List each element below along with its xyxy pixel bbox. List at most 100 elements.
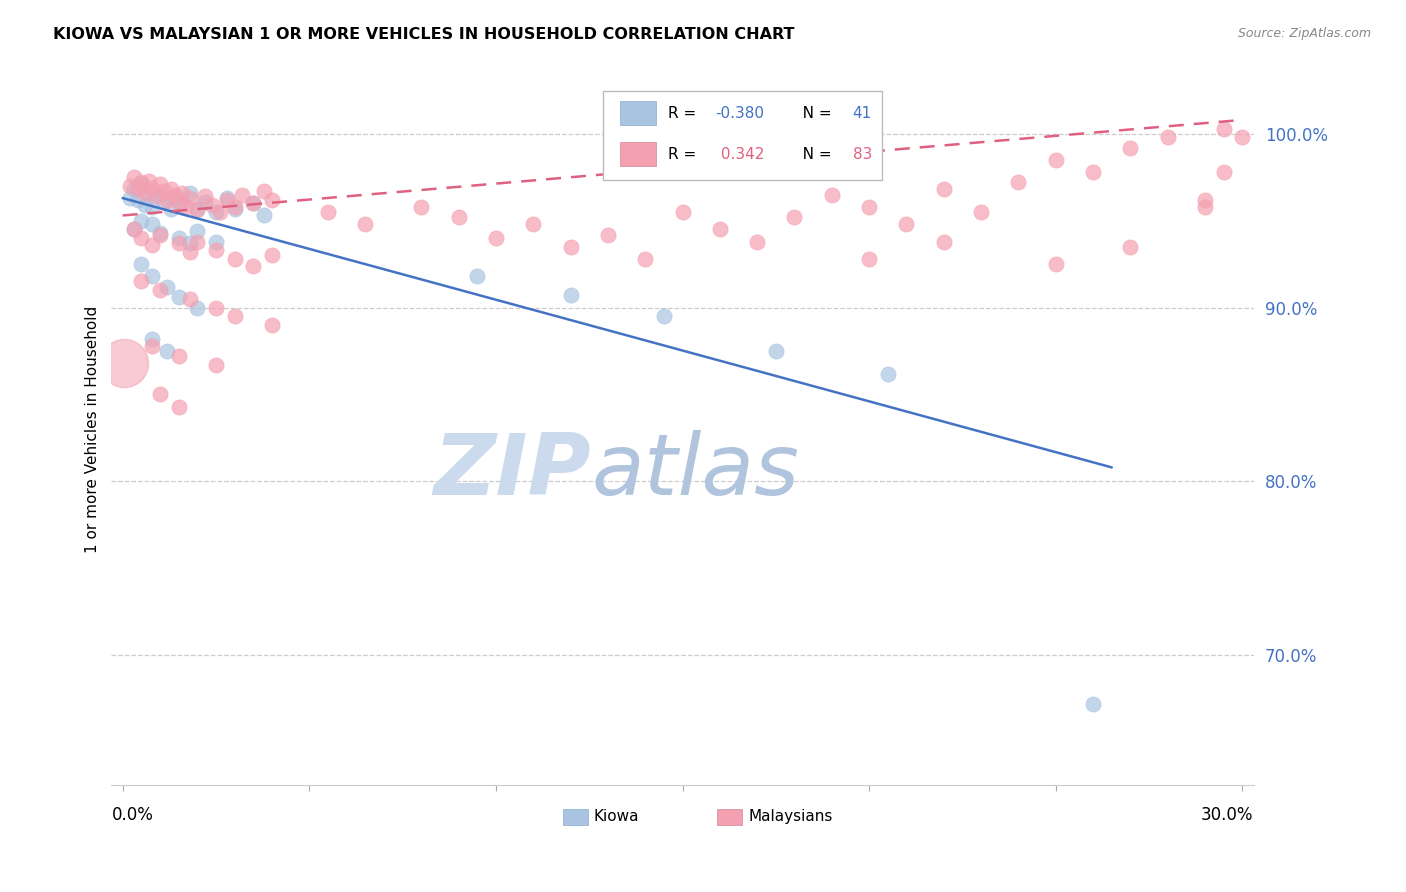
Point (149, 283, 172, 297)
Point (224, 202, 246, 216)
Text: N =: N = (787, 146, 837, 161)
Point (560, 288, 582, 302)
Bar (620, 101, 657, 126)
Point (167, 349, 190, 363)
Text: 30.0%: 30.0% (1201, 806, 1254, 824)
Point (129, 257, 152, 271)
Point (765, 343, 787, 358)
Point (141, 200, 163, 214)
Point (138, 174, 160, 188)
Point (179, 191, 201, 205)
Point (134, 186, 156, 200)
Bar (620, 142, 657, 167)
Point (167, 196, 190, 211)
Point (224, 200, 246, 214)
Point (821, 187, 844, 202)
Text: ZIP: ZIP (433, 431, 591, 514)
Point (122, 182, 145, 196)
Point (156, 343, 179, 358)
Point (205, 205, 228, 219)
Point (217, 191, 239, 205)
Point (1157, 130, 1180, 145)
Point (205, 235, 228, 249)
Point (120, 178, 142, 193)
Point (129, 177, 152, 191)
Point (231, 187, 253, 202)
Point (596, 227, 619, 242)
Text: R =: R = (668, 105, 700, 120)
Point (316, 205, 339, 219)
Point (1194, 200, 1216, 214)
Point (224, 252, 246, 266)
Point (242, 259, 264, 273)
Text: 0.342: 0.342 (716, 146, 763, 161)
Point (858, 200, 880, 214)
Point (186, 235, 208, 249)
Point (149, 226, 172, 240)
Point (253, 209, 276, 223)
Point (141, 269, 163, 284)
Point (149, 227, 172, 242)
Point (149, 387, 172, 401)
Point (186, 301, 208, 315)
Text: KIOWA VS MALAYSIAN 1 OR MORE VEHICLES IN HOUSEHOLD CORRELATION CHART: KIOWA VS MALAYSIAN 1 OR MORE VEHICLES IN… (53, 27, 794, 42)
Text: R =: R = (668, 146, 700, 161)
Point (141, 180, 163, 194)
Point (186, 203, 208, 218)
Point (114, 356, 136, 370)
Text: Kiowa: Kiowa (593, 809, 638, 824)
Point (156, 193, 179, 207)
Point (122, 222, 145, 236)
Point (167, 400, 190, 414)
Point (160, 182, 183, 196)
Point (186, 202, 208, 216)
Point (1119, 240, 1142, 254)
Point (179, 236, 201, 251)
Point (149, 187, 172, 202)
Point (1119, 141, 1142, 155)
Point (411, 200, 433, 214)
Point (179, 186, 201, 200)
Point (1081, 165, 1104, 179)
Point (122, 222, 145, 236)
Point (447, 210, 470, 224)
Point (1045, 257, 1067, 271)
Point (145, 189, 167, 203)
Point (709, 222, 731, 236)
Text: Malaysians: Malaysians (749, 809, 834, 824)
Point (224, 310, 246, 324)
Text: N =: N = (787, 105, 837, 120)
Point (253, 184, 276, 198)
Point (194, 194, 217, 209)
Point (260, 248, 283, 262)
Bar (717, 809, 742, 824)
Point (652, 310, 675, 324)
Point (174, 200, 197, 214)
Y-axis label: 1 or more Vehicles in Household: 1 or more Vehicles in Household (86, 306, 100, 553)
Point (1232, 130, 1254, 145)
Point (156, 279, 179, 293)
Text: Source: ZipAtlas.com: Source: ZipAtlas.com (1237, 27, 1371, 40)
Text: atlas: atlas (591, 431, 799, 514)
Point (129, 213, 152, 227)
Point (141, 339, 163, 353)
Point (127, 182, 149, 196)
Point (205, 301, 228, 315)
Point (127, 193, 149, 207)
Point (205, 358, 228, 372)
Point (172, 196, 194, 211)
Point (122, 170, 145, 185)
Point (242, 196, 264, 211)
Point (179, 244, 201, 259)
Point (242, 196, 264, 211)
Point (167, 236, 190, 251)
Text: 0.0%: 0.0% (111, 806, 153, 824)
Point (465, 269, 488, 284)
Point (1212, 121, 1234, 136)
Point (167, 231, 190, 245)
Point (876, 367, 898, 381)
Point (932, 235, 955, 249)
Point (1045, 153, 1067, 167)
Point (163, 191, 186, 205)
Point (167, 290, 190, 304)
